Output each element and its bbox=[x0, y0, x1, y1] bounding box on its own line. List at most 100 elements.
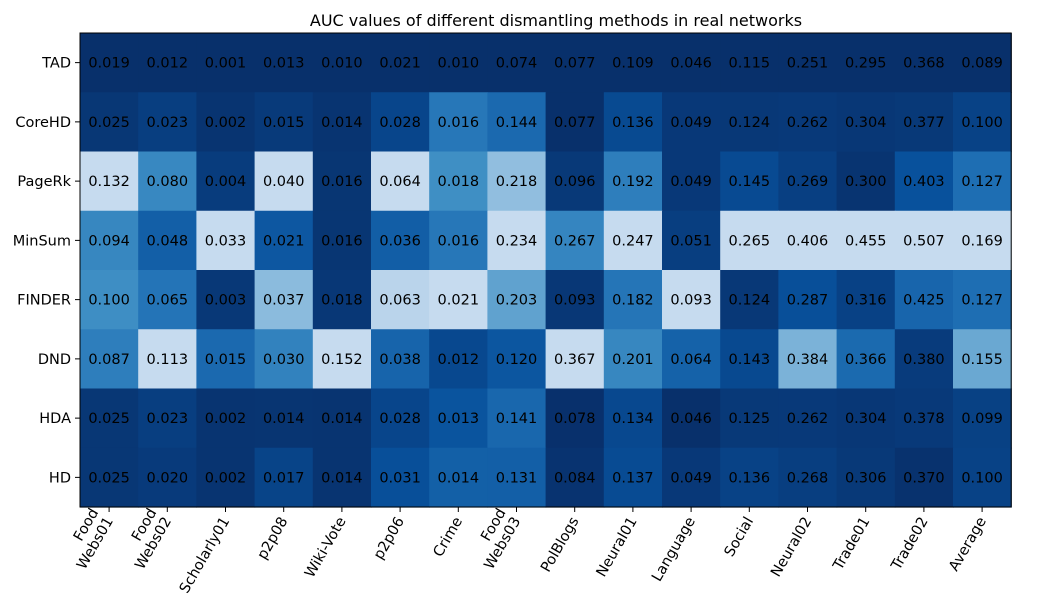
heatmap-cell bbox=[662, 270, 721, 330]
cell-value: 0.127 bbox=[961, 174, 1003, 190]
cell-value: 0.063 bbox=[379, 293, 421, 309]
heatmap-cell bbox=[487, 33, 547, 93]
heatmap-cell bbox=[603, 92, 663, 153]
cell-value: 0.155 bbox=[961, 352, 1003, 368]
cell-value: 0.087 bbox=[88, 352, 130, 368]
x-tick-label: p2p08 bbox=[255, 515, 292, 563]
cell-value: 0.046 bbox=[670, 56, 712, 72]
heatmap-cell bbox=[953, 92, 1012, 153]
heatmap-cell bbox=[953, 447, 1012, 508]
cell-value: 0.234 bbox=[496, 233, 538, 249]
x-tick-label: Neural01 bbox=[594, 515, 641, 580]
heatmap-cell bbox=[371, 329, 430, 390]
cell-value: 0.425 bbox=[903, 293, 945, 309]
heatmap-cell bbox=[603, 447, 663, 508]
cell-value: 0.262 bbox=[787, 411, 829, 427]
heatmap-cell bbox=[953, 151, 1012, 212]
cell-value: 0.010 bbox=[438, 56, 480, 72]
heatmap-cell bbox=[312, 151, 372, 212]
cell-value: 0.136 bbox=[612, 115, 654, 131]
cell-value: 0.124 bbox=[729, 115, 771, 131]
heatmap-cell bbox=[138, 151, 197, 212]
x-tick-label: Wiki-Vote bbox=[302, 514, 349, 580]
heatmap-cell bbox=[662, 388, 721, 449]
heatmap-cell bbox=[662, 92, 721, 153]
cell-value: 0.096 bbox=[554, 174, 596, 190]
cell-value: 0.049 bbox=[670, 470, 712, 486]
cell-value: 0.031 bbox=[379, 470, 421, 486]
heatmap-cell bbox=[894, 388, 954, 449]
cell-value: 0.136 bbox=[729, 470, 771, 486]
heatmap-cell bbox=[836, 270, 896, 330]
heatmap-cell bbox=[836, 329, 896, 390]
heatmap-cell bbox=[545, 447, 605, 508]
heatmap-cell bbox=[80, 210, 139, 271]
heatmap-cell bbox=[953, 33, 1012, 93]
cell-value: 0.077 bbox=[554, 115, 596, 131]
cell-value: 0.267 bbox=[554, 233, 596, 249]
heatmap-cell bbox=[603, 329, 663, 390]
heatmap-cell bbox=[429, 210, 488, 271]
heatmap-cell bbox=[720, 33, 779, 93]
cell-value: 0.265 bbox=[729, 233, 771, 249]
y-axis-labels: TAD CoreHD PageRk MinSum FINDER DND HDA HD bbox=[13, 56, 80, 486]
cell-value: 0.014 bbox=[321, 411, 363, 427]
cell-value: 0.132 bbox=[88, 174, 130, 190]
x-tick-label: Social bbox=[722, 515, 757, 560]
heatmap-cell bbox=[429, 151, 488, 212]
cell-value: 0.455 bbox=[845, 233, 887, 249]
cell-value: 0.040 bbox=[263, 174, 305, 190]
cell-value: 0.269 bbox=[787, 174, 829, 190]
cell-value: 0.120 bbox=[496, 352, 538, 368]
cell-value: 0.201 bbox=[612, 352, 654, 368]
cell-value: 0.049 bbox=[670, 174, 712, 190]
cell-value: 0.406 bbox=[787, 233, 829, 249]
cell-value: 0.065 bbox=[147, 293, 189, 309]
heatmap-cell bbox=[80, 388, 139, 449]
cell-value: 0.015 bbox=[205, 352, 247, 368]
heatmap-cell bbox=[953, 388, 1012, 449]
cell-value: 0.077 bbox=[554, 56, 596, 72]
heatmap-cell bbox=[196, 151, 256, 212]
heatmap-cell bbox=[487, 151, 547, 212]
heatmap-cell bbox=[836, 92, 896, 153]
heatmap-cell bbox=[138, 329, 197, 390]
cell-value: 0.304 bbox=[845, 411, 887, 427]
heatmap-cell bbox=[836, 447, 896, 508]
cell-value: 0.367 bbox=[554, 352, 596, 368]
cell-value: 0.218 bbox=[496, 174, 538, 190]
heatmap-cell bbox=[196, 210, 256, 271]
cell-value: 0.018 bbox=[438, 174, 480, 190]
heatmap-cell bbox=[254, 388, 314, 449]
cell-value: 0.141 bbox=[496, 411, 538, 427]
heatmap-cell bbox=[312, 33, 372, 93]
cell-value: 0.145 bbox=[729, 174, 771, 190]
cell-value: 0.100 bbox=[961, 470, 1003, 486]
heatmap-cell bbox=[778, 270, 838, 330]
heatmap-cell bbox=[720, 329, 779, 390]
y-tick-label: MinSum bbox=[13, 233, 71, 249]
heatmap-cell bbox=[312, 447, 372, 508]
cell-value: 0.074 bbox=[496, 56, 538, 72]
heatmap-cell bbox=[894, 33, 954, 93]
heatmap-cell bbox=[371, 388, 430, 449]
cell-value: 0.013 bbox=[438, 411, 480, 427]
cell-value: 0.247 bbox=[612, 233, 654, 249]
cell-value: 0.089 bbox=[961, 56, 1003, 72]
y-tick-label: HD bbox=[49, 470, 71, 486]
cell-value: 0.378 bbox=[903, 411, 945, 427]
cell-value: 0.025 bbox=[88, 470, 130, 486]
cell-value: 0.014 bbox=[321, 115, 363, 131]
y-tick-label: PageRk bbox=[17, 174, 71, 190]
cell-value: 0.004 bbox=[205, 174, 247, 190]
heatmap-cell bbox=[254, 151, 314, 212]
cell-value: 0.033 bbox=[205, 233, 247, 249]
cell-value: 0.093 bbox=[670, 293, 712, 309]
heatmap-cell bbox=[836, 388, 896, 449]
cell-value: 0.262 bbox=[787, 115, 829, 131]
heatmap-cell bbox=[662, 33, 721, 93]
cell-value: 0.109 bbox=[612, 56, 654, 72]
cell-value: 0.113 bbox=[147, 352, 189, 368]
heatmap-cell bbox=[778, 151, 838, 212]
cell-value: 0.030 bbox=[263, 352, 305, 368]
